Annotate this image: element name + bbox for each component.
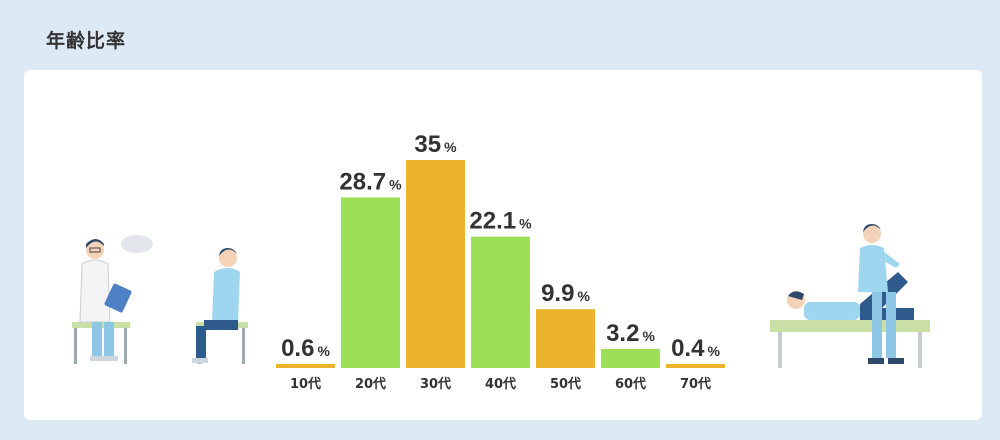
category-label: 60代: [615, 376, 646, 392]
category-label: 20代: [355, 376, 386, 392]
chart-panel: 0.6% 28.7% 35% 22.1% 9.9% 3.2% 0.4% 10代 20代 30代 4…: [24, 70, 982, 420]
therapy-illustration: [770, 224, 930, 368]
bar-10代: [276, 364, 335, 368]
data-label: 9.9%: [541, 280, 590, 307]
data-label: 28.7%: [339, 168, 402, 195]
category-label: 30代: [420, 376, 451, 392]
clipboard-icon: [104, 283, 132, 313]
data-label: 0.6%: [281, 335, 330, 362]
category-label: 40代: [485, 376, 516, 392]
bar-50代: [536, 309, 595, 368]
bar-70代: [666, 364, 725, 368]
data-label: 0.4%: [671, 335, 720, 362]
data-label: 3.2%: [606, 320, 655, 347]
consultation-illustration: [72, 235, 248, 364]
category-label: 70代: [680, 376, 711, 392]
bar-60代: [601, 348, 660, 368]
bar-20代: [341, 197, 400, 368]
data-label: 22.1%: [469, 208, 532, 235]
page-title: 年齢比率: [46, 30, 127, 52]
category-label: 50代: [550, 376, 581, 392]
bar-chart: 0.6 % 28.7 % 35 % 22.1 % 9.9 % 3.2% 0.4% 10代 20代 30代 4…: [276, 131, 725, 392]
data-label: 35%: [414, 131, 457, 158]
speech-bubble-icon: [121, 235, 153, 253]
category-label: 10代: [290, 376, 321, 392]
bar-30代: [406, 160, 465, 368]
bar-40代: [471, 236, 530, 368]
